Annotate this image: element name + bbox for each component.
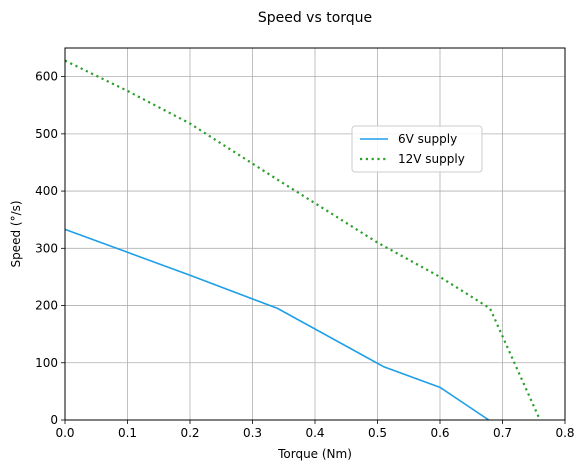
y-tick-label: 500	[35, 127, 58, 141]
y-tick-label: 0	[50, 413, 58, 427]
x-tick-label: 0.1	[118, 426, 137, 440]
x-tick-label: 0.2	[180, 426, 199, 440]
legend: 6V supply 12V supply	[351, 125, 483, 173]
series-line-6v-supply	[64, 228, 490, 421]
y-tick-label: 300	[35, 241, 58, 255]
y-axis-label: Speed (°/s)	[9, 200, 23, 267]
x-tick-label: 0.0	[55, 426, 74, 440]
y-tick-label: 600	[35, 70, 58, 84]
x-tick-label: 0.8	[555, 426, 574, 440]
data-series	[64, 59, 542, 421]
y-tick-label: 400	[35, 184, 58, 198]
legend-label: 12V supply	[398, 152, 465, 166]
y-tick-label: 200	[35, 299, 58, 313]
x-tick-label: 0.4	[305, 426, 324, 440]
chart-title: Speed vs torque	[258, 10, 372, 26]
x-tick-label: 0.6	[430, 426, 449, 440]
y-tick-label: 100	[35, 356, 58, 370]
axis-ticks: 0.0 0.1 0.2 0.3 0.4 0.5 0.6 0.7 0.8 0 100 200 300 400…	[35, 70, 574, 440]
legend-box	[351, 125, 483, 173]
gridlines	[64, 48, 566, 421]
legend-label: 6V supply	[398, 132, 457, 146]
series-line-12v-supply	[64, 59, 542, 421]
x-tick-label: 0.5	[368, 426, 387, 440]
x-tick-label: 0.3	[243, 426, 262, 440]
x-axis-label: Torque (Nm)	[277, 447, 352, 461]
x-tick-label: 0.7	[493, 426, 512, 440]
